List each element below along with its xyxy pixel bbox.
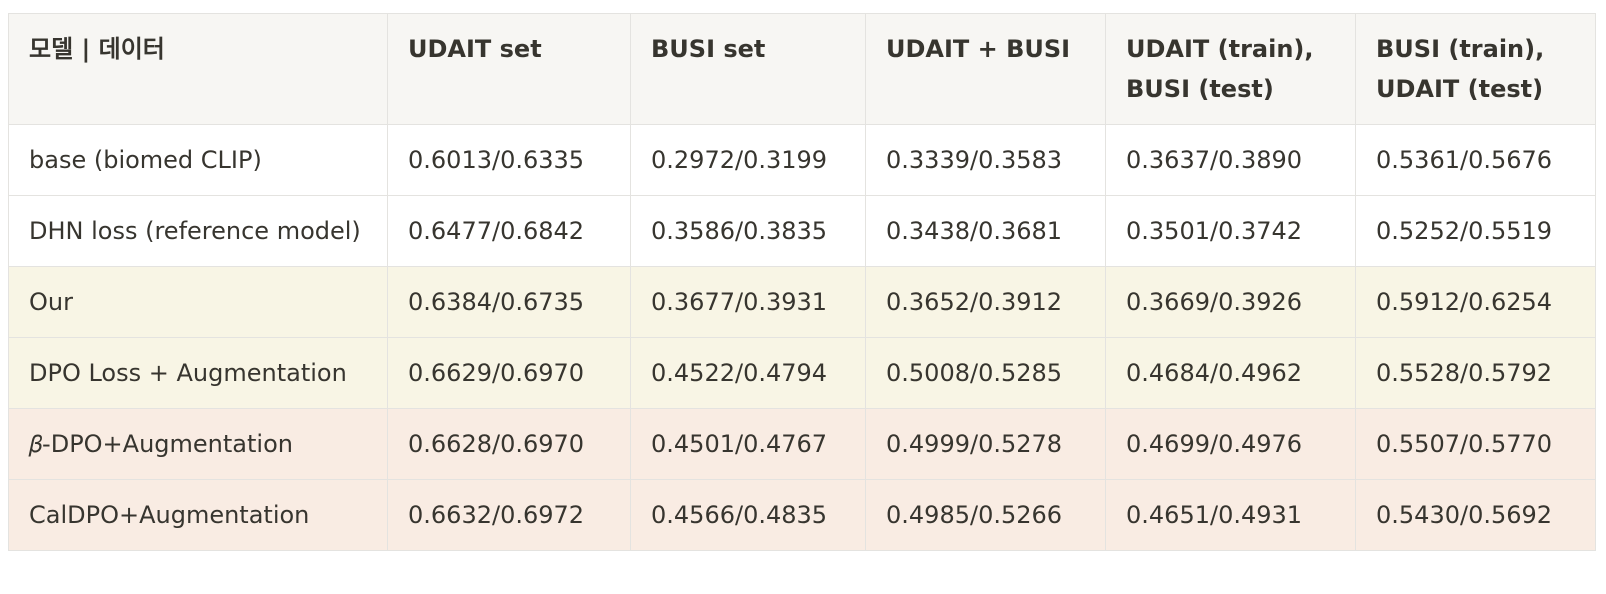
table-row: Our 0.6384/0.6735 0.3677/0.3931 0.3652/0.39… xyxy=(8,266,1596,338)
model-cell: CalDPO+Augmentation xyxy=(8,479,388,551)
score-cell: 0.3501/0.3742 xyxy=(1105,195,1356,267)
score-cell: 0.4522/0.4794 xyxy=(630,337,866,409)
score-cell: 0.3339/0.3583 xyxy=(865,124,1106,196)
score-cell: 0.5361/0.5676 xyxy=(1355,124,1596,196)
header-row: 모델 | 데이터 UDAIT set BUSI set UDAIT + BUSI UDA… xyxy=(8,13,1596,125)
score-cell: 0.3438/0.3681 xyxy=(865,195,1106,267)
model-cell: DPO Loss + Augmentation xyxy=(8,337,388,409)
score-cell: 0.5507/0.5770 xyxy=(1355,408,1596,480)
score-cell: 0.5912/0.6254 xyxy=(1355,266,1596,338)
header-cell: UDAIT (train), BUSI (test) xyxy=(1105,13,1356,125)
score-cell: 0.5252/0.5519 xyxy=(1355,195,1596,267)
score-cell: 0.5008/0.5285 xyxy=(865,337,1106,409)
score-cell: 0.5528/0.5792 xyxy=(1355,337,1596,409)
table-row: base (biomed CLIP) 0.6013/0.6335 0.2972/0.… xyxy=(8,124,1596,196)
score-cell: 0.6629/0.6970 xyxy=(387,337,631,409)
score-cell: 0.3677/0.3931 xyxy=(630,266,866,338)
score-cell: 0.4501/0.4767 xyxy=(630,408,866,480)
model-cell: Our xyxy=(8,266,388,338)
header-cell: BUSI set xyxy=(630,13,866,125)
score-cell: 0.6013/0.6335 xyxy=(387,124,631,196)
score-cell: 0.6632/0.6972 xyxy=(387,479,631,551)
score-cell: 0.5430/0.5692 xyxy=(1355,479,1596,551)
score-cell: 0.4566/0.4835 xyxy=(630,479,866,551)
header-cell: UDAIT set xyxy=(387,13,631,125)
header-cell: 모델 | 데이터 xyxy=(8,13,388,125)
results-table: 모델 | 데이터 UDAIT set BUSI set UDAIT + BUSI UDA… xyxy=(8,13,1596,551)
score-cell: 0.3586/0.3835 xyxy=(630,195,866,267)
score-cell: 0.2972/0.3199 xyxy=(630,124,866,196)
header-cell: UDAIT + BUSI xyxy=(865,13,1106,125)
score-cell: 0.4699/0.4976 xyxy=(1105,408,1356,480)
header-cell: BUSI (train), UDAIT (test) xyxy=(1355,13,1596,125)
score-cell: 0.3652/0.3912 xyxy=(865,266,1106,338)
score-cell: 0.3669/0.3926 xyxy=(1105,266,1356,338)
table-row: CalDPO+Augmentation 0.6632/0.6972 0.4566/0… xyxy=(8,479,1596,551)
model-cell: DHN loss (reference model) xyxy=(8,195,388,267)
table-row: DHN loss (reference model) 0.6477/0.6842 0… xyxy=(8,195,1596,267)
score-cell: 0.3637/0.3890 xyxy=(1105,124,1356,196)
model-cell: base (biomed CLIP) xyxy=(8,124,388,196)
table-row: DPO Loss + Augmentation 0.6629/0.6970 0.45… xyxy=(8,337,1596,409)
score-cell: 0.4999/0.5278 xyxy=(865,408,1106,480)
score-cell: 0.4684/0.4962 xyxy=(1105,337,1356,409)
table-row: 𝛽-DPO+Augmentation 0.6628/0.6970 0.4501/0.… xyxy=(8,408,1596,480)
score-cell: 0.6477/0.6842 xyxy=(387,195,631,267)
score-cell: 0.4651/0.4931 xyxy=(1105,479,1356,551)
score-cell: 0.6628/0.6970 xyxy=(387,408,631,480)
score-cell: 0.4985/0.5266 xyxy=(865,479,1106,551)
model-cell: 𝛽-DPO+Augmentation xyxy=(8,408,388,480)
score-cell: 0.6384/0.6735 xyxy=(387,266,631,338)
